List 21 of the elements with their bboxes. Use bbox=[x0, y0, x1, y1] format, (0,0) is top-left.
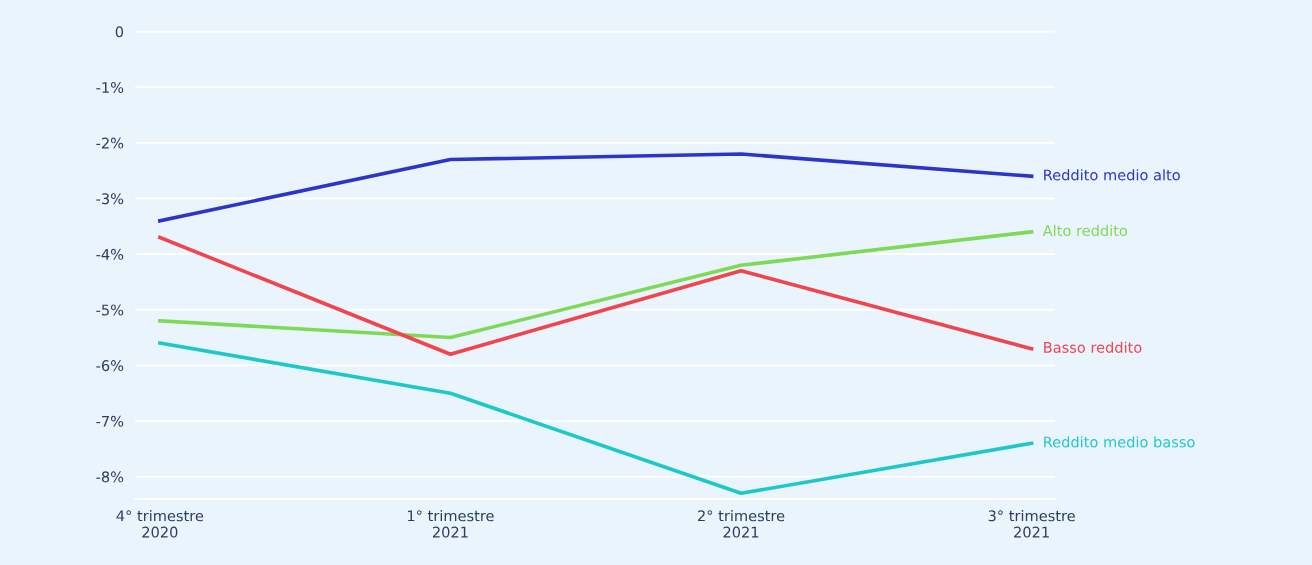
line-series bbox=[158, 341, 1034, 496]
line-series bbox=[158, 152, 1034, 223]
y-tick-label: -7% bbox=[96, 415, 124, 427]
line-series bbox=[158, 235, 1034, 357]
series-label: Reddito medio basso bbox=[1044, 436, 1195, 448]
x-tick-label: 4° trimestre 2020 bbox=[116, 510, 204, 538]
y-tick-label: -1% bbox=[96, 81, 124, 93]
series-label: Reddito medio alto bbox=[1044, 169, 1180, 181]
line-series bbox=[158, 230, 1034, 340]
y-tick-label: -8% bbox=[96, 471, 124, 483]
series-label: Basso reddito bbox=[1044, 341, 1142, 353]
x-tick-label: 3° trimestre 2021 bbox=[988, 510, 1075, 538]
y-tick-label: -3% bbox=[96, 193, 124, 205]
y-tick-label: 0 bbox=[115, 26, 124, 38]
x-tick-label: 1° trimestre 2021 bbox=[407, 510, 494, 538]
x-tick-label: 2° trimestre 2021 bbox=[698, 510, 785, 538]
y-tick-label: -2% bbox=[96, 137, 124, 149]
y-tick-label: -4% bbox=[96, 248, 124, 260]
y-tick-label: -5% bbox=[96, 304, 124, 316]
series-label: Alto reddito bbox=[1042, 224, 1128, 237]
y-tick-label: -6% bbox=[96, 360, 124, 372]
